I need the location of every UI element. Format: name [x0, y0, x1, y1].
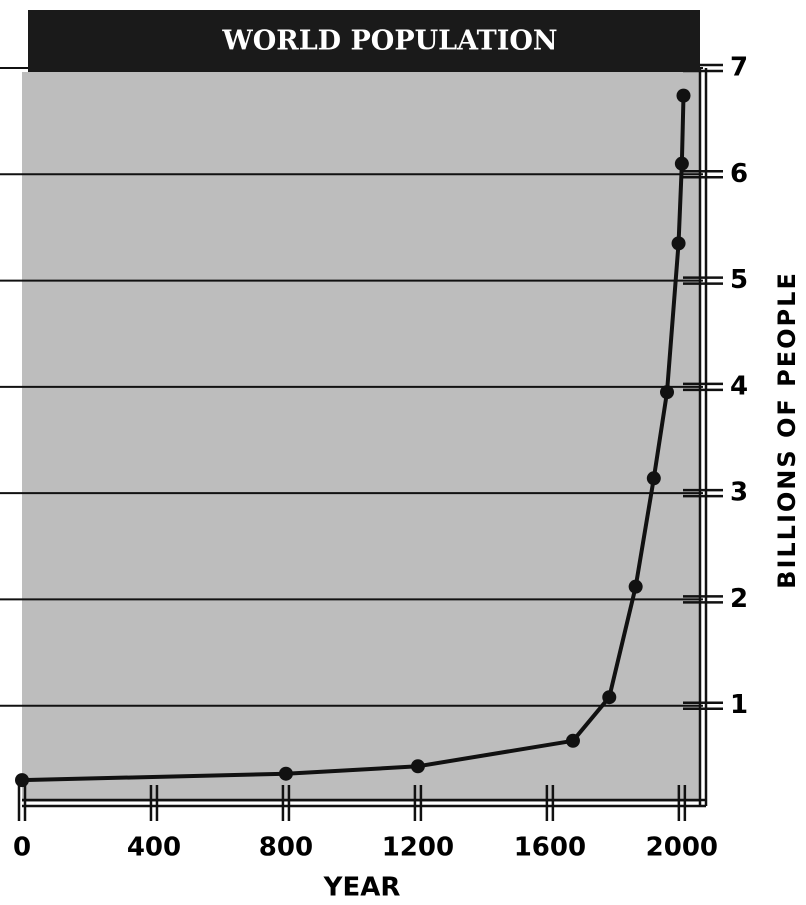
y-tick-mark [683, 382, 723, 392]
y-tick-label: 5 [730, 265, 748, 295]
x-tick-label: 800 [259, 833, 313, 863]
data-point [671, 236, 686, 251]
data-point [676, 88, 691, 103]
y-tick-label: 6 [730, 159, 748, 189]
x-axis-line [22, 798, 706, 808]
y-tick-label: 7 [730, 53, 748, 83]
x-tick-mark [413, 785, 423, 821]
y-tick-mark [683, 488, 723, 498]
y-tick-label: 3 [730, 478, 748, 508]
data-point [660, 385, 675, 400]
y-tick-mark [683, 276, 723, 285]
data-point [674, 156, 689, 171]
y-tick-mark [683, 170, 723, 179]
x-tick-label: 400 [127, 833, 181, 863]
data-point [646, 471, 661, 486]
y-tick-label: 1 [730, 690, 748, 720]
x-tick-label: 2000 [646, 833, 718, 863]
x-tick-mark [281, 785, 291, 821]
y-tick-label: 4 [730, 371, 748, 401]
x-tick-mark [677, 785, 687, 821]
y-tick-mark [683, 595, 723, 604]
x-tick-mark [545, 785, 555, 821]
y-axis-label: BILLIONS OF PEOPLE [773, 271, 801, 589]
data-point [602, 690, 617, 705]
y-tick-label: 2 [730, 584, 748, 614]
x-tick-label: 0 [13, 833, 31, 863]
y-axis-line [698, 68, 708, 806]
x-tick-label: 1200 [382, 833, 454, 863]
x-axis-label: YEAR [323, 873, 401, 903]
data-point [565, 733, 580, 748]
chart-title: WORLD POPULATION [221, 26, 557, 57]
y-tick-mark [683, 701, 723, 710]
x-tick-mark [149, 785, 159, 821]
background-photo [22, 72, 700, 802]
title-banner [28, 10, 700, 72]
data-point [278, 766, 293, 781]
x-tick-label: 1600 [514, 833, 586, 863]
x-tick-mark [17, 785, 27, 821]
data-point [410, 759, 425, 774]
data-point [15, 773, 29, 788]
data-point [628, 579, 643, 594]
